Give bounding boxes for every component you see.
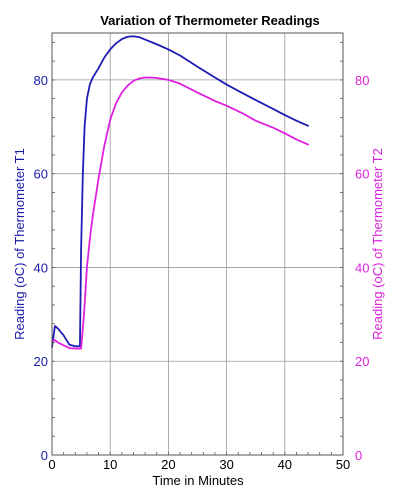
right-y-tick-label-20: 20	[355, 354, 369, 369]
x-tick-label-30: 30	[219, 457, 233, 472]
plot-frame	[51, 32, 344, 456]
x-tick-label-10: 10	[103, 457, 117, 472]
right-y-tick-label-0: 0	[355, 448, 362, 463]
x-tick-label-20: 20	[161, 457, 175, 472]
x-tick-label-0: 0	[48, 457, 55, 472]
x-tick-label-40: 40	[278, 457, 292, 472]
series-line-2	[51, 76, 309, 350]
chart-title: Variation of Thermometer Readings	[100, 13, 320, 28]
left-y-tick-label-0: 0	[41, 448, 48, 463]
left-y-tick-label-80: 80	[34, 73, 48, 88]
left-y-axis-label: Reading (oC) of Thermometer T1	[12, 148, 27, 340]
left-y-tick-label-40: 40	[34, 260, 48, 275]
series-layer	[51, 35, 309, 350]
left-y-tick-label-60: 60	[34, 167, 48, 182]
left-y-tick-label-20: 20	[34, 354, 48, 369]
x-axis: 0 10 20 30 40 50	[48, 452, 350, 472]
left-y-axis: 0 20 40 60 80	[34, 41, 55, 463]
right-y-axis: 0 20 40 60 80	[340, 41, 369, 463]
x-tick-label-50: 50	[336, 457, 350, 472]
right-y-axis-label: Reading (oC) of Thermometer T2	[370, 148, 385, 340]
series-line-1	[51, 35, 309, 349]
right-y-tick-label-40: 40	[355, 260, 369, 275]
x-axis-label: Time in Minutes	[152, 473, 244, 488]
right-y-tick-label-80: 80	[355, 73, 369, 88]
right-y-tick-label-60: 60	[355, 167, 369, 182]
